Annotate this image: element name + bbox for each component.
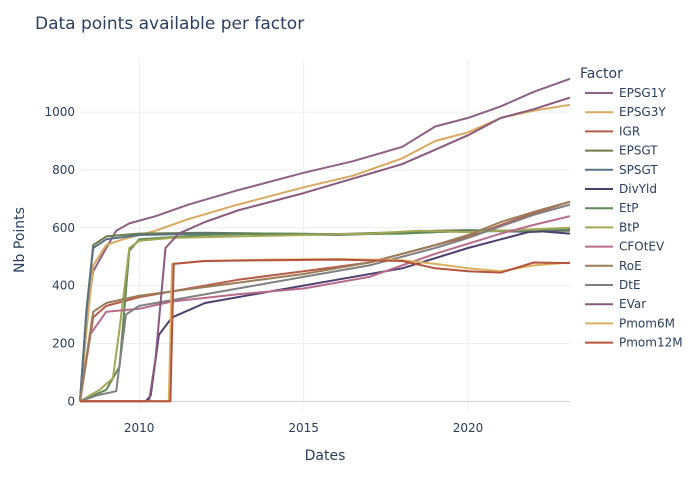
legend-label: EVar (619, 297, 646, 311)
legend-item[interactable]: Pmom6M (585, 316, 675, 330)
legend-item[interactable]: EtP (585, 201, 639, 215)
series-line-evar (80, 96, 571, 403)
legend-item[interactable]: Pmom12M (585, 336, 683, 350)
legend-label: SPSGT (619, 163, 658, 177)
legend-label: RoE (619, 259, 642, 273)
x-axis-ticks: 2010 2015 2020 (124, 421, 483, 435)
series-line-cfotev (79, 215, 571, 402)
y-tick-label: 0 (67, 394, 75, 408)
legend-label: DtE (619, 278, 641, 292)
legend-label: DivYld (619, 182, 657, 196)
series-line-pmom12m (80, 258, 571, 403)
legend-title: Factor (580, 66, 623, 82)
legend-label: Pmom12M (619, 336, 683, 350)
series-line-igr (79, 200, 571, 402)
y-tick-label: 400 (52, 279, 75, 293)
legend-item[interactable]: IGR (585, 124, 640, 138)
legend-item[interactable]: EPSG3Y (585, 105, 666, 119)
legend-item[interactable]: DivYld (585, 182, 657, 196)
legend-label: CFOtEV (619, 240, 665, 254)
legend-item[interactable]: EPSG1Y (585, 86, 666, 100)
chart-title: Data points available per factor (35, 14, 304, 34)
series-layer (79, 77, 571, 403)
legend-label: EtP (619, 201, 639, 215)
series-line-dte (79, 203, 571, 403)
legend: EPSG1Y EPSG3Y IGR EPSGT SPSGT DivYld EtP BtP CFO… (585, 86, 683, 350)
legend-item[interactable]: DtE (585, 278, 641, 292)
legend-item[interactable]: RoE (585, 259, 642, 273)
legend-label: EPSG3Y (619, 105, 666, 119)
legend-item[interactable]: EVar (585, 297, 646, 311)
series-line-epsg1y (79, 77, 571, 402)
legend-item[interactable]: BtP (585, 220, 639, 234)
legend-label: EPSGT (619, 144, 658, 158)
legend-item[interactable]: SPSGT (585, 163, 658, 177)
y-tick-label: 600 (52, 221, 75, 235)
legend-label: EPSG1Y (619, 86, 666, 100)
x-axis-title: Dates (305, 448, 346, 464)
y-tick-label: 200 (52, 336, 75, 350)
x-tick-label: 2020 (453, 421, 484, 435)
x-tick-label: 2015 (288, 421, 319, 435)
y-tick-label: 1000 (44, 105, 75, 119)
y-tick-label: 800 (52, 163, 75, 177)
y-axis-ticks: 0 200 400 600 800 1000 (44, 105, 75, 408)
legend-label: IGR (619, 124, 640, 138)
series-line-roe (79, 200, 571, 402)
legend-label: Pmom6M (619, 316, 675, 330)
x-tick-label: 2010 (124, 421, 155, 435)
legend-label: BtP (619, 220, 639, 234)
legend-item[interactable]: CFOtEV (585, 240, 665, 254)
legend-item[interactable]: EPSGT (585, 144, 658, 158)
series-line-epsg3y (79, 103, 571, 402)
y-axis-title: Nb Points (12, 207, 28, 273)
